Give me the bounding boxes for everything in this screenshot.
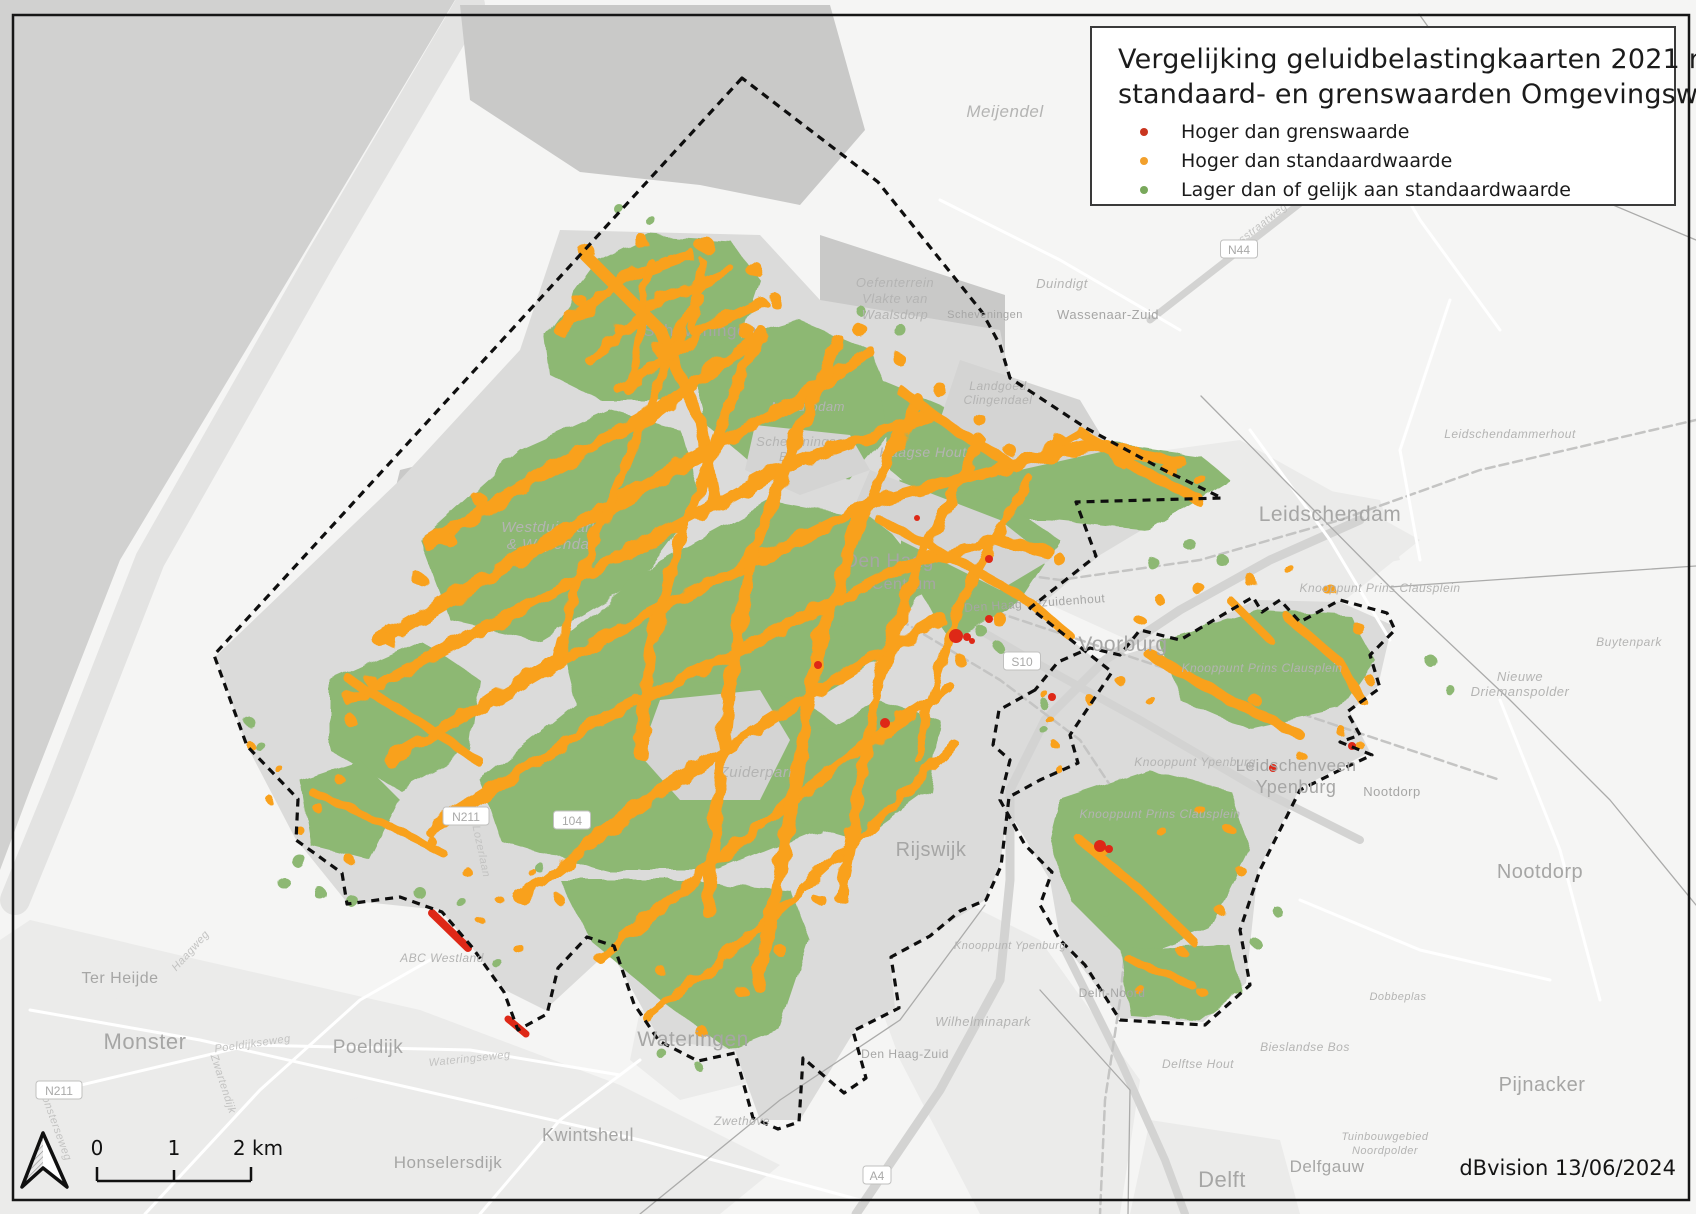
road-shield: N211 — [452, 810, 480, 824]
map-label: Knooppunt Prins Clausplein — [1079, 807, 1240, 821]
road-shield: N211 — [45, 1084, 73, 1098]
legend-item-label: Hoger dan grenswaarde — [1181, 120, 1410, 143]
road-shields: N211 N211 104 N44 S10 A4 — [35, 239, 1258, 1185]
map-label: Knooppunt Ypenburg — [1134, 755, 1256, 769]
map-label: Delftse Hout — [1162, 1057, 1234, 1071]
map-label: Ypenburg — [1256, 777, 1337, 797]
legend-item-above-standard: Hoger dan standaardwaarde — [1118, 146, 1664, 175]
map-label: Nootdorp — [1497, 861, 1583, 883]
map-label: Noordpolder — [1352, 1145, 1419, 1157]
data-orange-layer — [246, 233, 1375, 1036]
local-roads — [28, 98, 1602, 1214]
map-label: Tuinbouwgebied — [1342, 1131, 1429, 1143]
boundary-main — [212, 76, 1224, 1131]
sea — [0, 0, 485, 915]
road-shield: A4 — [870, 1169, 885, 1183]
map-label: Delft-Noord — [1079, 986, 1146, 1000]
scale-label-0: 0 — [90, 1136, 104, 1160]
legend-title-line2: standaard- en grenswaarden Omgevingswet — [1118, 79, 1696, 110]
map-label: ABC Westland — [399, 951, 484, 965]
map-label: Landgoed — [969, 379, 1026, 393]
scale-bar — [95, 1167, 253, 1183]
map-label: Meijendel — [966, 102, 1044, 121]
map-label: Knooppunt Prins Clausplein — [1181, 661, 1342, 675]
legend-item-label: Lager dan of gelijk aan standaardwaarde — [1181, 178, 1571, 201]
north-arrow — [20, 1131, 69, 1189]
map-label: Nieuwe — [1497, 669, 1543, 684]
map-label: Den Haag-Zuid — [861, 1047, 949, 1061]
map-label: Knooppunt Prins Clausplein — [1299, 581, 1460, 595]
map-label: Knooppunt Ypenburg — [954, 940, 1067, 952]
map-label: Delfgauw — [1290, 1157, 1365, 1176]
map-label: Wassenaar-Zuid — [1057, 307, 1159, 322]
map-label: Ter Heijde — [81, 970, 158, 987]
map-label: Buytenpark — [1596, 635, 1662, 649]
boundary-exclave — [991, 595, 1397, 1027]
den-haag-boundary — [212, 76, 1397, 1131]
map-label: Dobbeplas — [1369, 991, 1426, 1003]
map-label: Zwethove — [713, 1114, 770, 1128]
legend-title: Vergelijking geluidbelastingkaarten 2021… — [1118, 42, 1696, 112]
legend-item-above-limit: Hoger dan grenswaarde — [1118, 117, 1664, 146]
road-shield: N44 — [1228, 243, 1250, 257]
road-shield: 104 — [562, 814, 582, 828]
map-label: Oefenterrein — [856, 275, 934, 290]
scale-label-1: 1 — [167, 1136, 181, 1160]
orange-dot-icon — [1140, 156, 1148, 165]
map-label: Pijnacker — [1499, 1074, 1586, 1096]
attribution: dBvision 13/06/2024 — [1459, 1156, 1676, 1180]
motorways — [851, 106, 1424, 1214]
map-label: Clingendael — [964, 393, 1033, 407]
map-label: Vlakte van — [862, 291, 928, 306]
map-label: Bieslandse Bos — [1260, 1040, 1350, 1054]
map-label: Scheveningen — [947, 309, 1023, 321]
legend-items: Hoger dan grenswaarde Hoger dan standaar… — [1118, 117, 1664, 204]
legend-box: Vergelijking geluidbelastingkaarten 2021… — [1090, 26, 1696, 206]
map-label: Duindigt — [1036, 276, 1089, 291]
map-label: Zuiderpark — [719, 764, 798, 781]
map-label: Poeldijk — [333, 1037, 404, 1058]
legend-title-line1: Vergelijking geluidbelastingkaarten 2021… — [1118, 44, 1696, 75]
map-label: Leidschendammerhout — [1444, 427, 1576, 441]
legend-item-label: Hoger dan standaardwaarde — [1181, 149, 1453, 172]
map-label: Nootdorp — [1363, 784, 1420, 799]
map-label: Monster — [104, 1029, 187, 1054]
road-shield: S10 — [1011, 655, 1033, 669]
green-dot-icon — [1140, 185, 1148, 194]
map-label: Driemanspolder — [1471, 684, 1570, 699]
map-label: Delft — [1198, 1167, 1246, 1192]
map-label: Leidschenveen — [1236, 756, 1357, 775]
map-label: Voorburg — [1078, 633, 1167, 656]
map-label: Honselersdijk — [394, 1153, 503, 1172]
legend-item-below-standard: Lager dan of gelijk aan standaardwaarde — [1118, 175, 1664, 204]
map-label: Rijswijk — [896, 839, 967, 861]
red-dot-icon — [1140, 127, 1148, 136]
scale-label-2: 2 km — [232, 1136, 284, 1160]
map-label: Leidschendam — [1259, 503, 1402, 526]
map-label: Wilhelminapark — [935, 1014, 1032, 1029]
map-label: Waalsdorp — [862, 307, 928, 322]
map-label: Wateringen — [637, 1028, 749, 1051]
map-label: Kwintsheul — [542, 1125, 634, 1145]
map-frame — [11, 13, 1691, 1202]
